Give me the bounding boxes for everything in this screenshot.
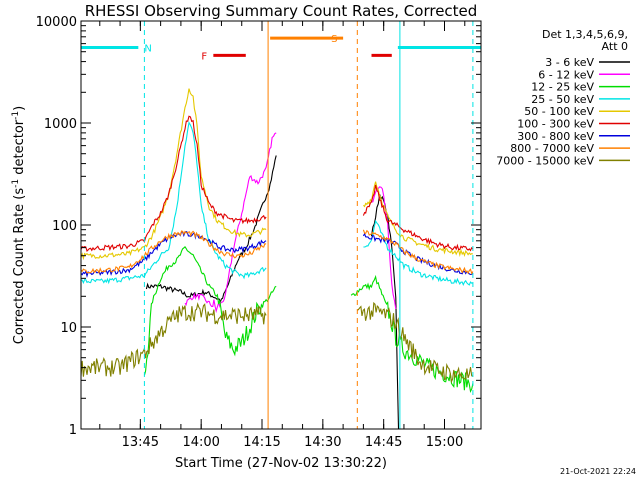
legend-label-7: 800 - 7000 keV <box>510 142 594 155</box>
series-line-1-1 <box>371 186 397 310</box>
legend-label-2: 12 - 25 keV <box>531 81 594 94</box>
series-line-2-1 <box>350 274 474 393</box>
x-tick-label-1: 14:00 <box>182 435 219 450</box>
legend-label-3: 25 - 50 keV <box>531 93 594 106</box>
series-line-6-0 <box>81 230 267 279</box>
legend-label-5: 100 - 300 keV <box>517 118 594 131</box>
x-tick-label-0: 13:45 <box>122 435 159 450</box>
y-tick-label-2: 100 <box>52 219 77 234</box>
flag-label-S: S <box>331 34 337 45</box>
y-tick-label-1: 10 <box>60 321 77 336</box>
x-tick-label-4: 14:45 <box>365 435 402 450</box>
x-tick-label-3: 14:30 <box>304 435 341 450</box>
series-line-3-1 <box>363 219 473 287</box>
flag-label-F: F <box>201 51 207 62</box>
series-6-12-keV <box>184 132 397 314</box>
footer-timestamp: 21-Oct-2021 22:24 <box>560 467 636 476</box>
legend-label-0: 3 - 6 keV <box>545 56 594 69</box>
series-100-300-keV <box>81 115 474 253</box>
series-line-7-1 <box>362 229 474 275</box>
legend-label-6: 300 - 800 keV <box>517 130 594 143</box>
series-line-1-0 <box>184 132 277 314</box>
y-tick-label-4: 10000 <box>36 15 77 30</box>
flag-label-N: N <box>144 43 151 54</box>
series-line-0-0 <box>145 155 277 304</box>
legend-label-1: 6 - 12 keV <box>538 68 594 81</box>
series-line-8-1 <box>356 301 474 384</box>
series-line-3-0 <box>81 121 267 285</box>
series-line-7-0 <box>81 230 267 275</box>
y-tick-label-0: 1 <box>69 423 77 438</box>
chart-title: RHESSI Observing Summary Count Rates, Co… <box>85 2 478 20</box>
series-line-4-1 <box>363 181 474 257</box>
series-line-8-0 <box>81 302 267 377</box>
series-line-5-0 <box>81 115 267 253</box>
series-50-100-keV <box>81 88 474 261</box>
series-7000-15000-keV <box>81 301 474 384</box>
series-line-4-0 <box>81 88 267 261</box>
legend-header-attenuator: Att 0 <box>602 40 628 53</box>
series-800-7000-keV <box>81 229 474 275</box>
y-axis-label: Corrected Count Rate (s-1 detector-1) <box>11 106 27 344</box>
legend-label-8: 7000 - 15000 keV <box>496 154 594 167</box>
y-tick-label-3: 1000 <box>44 117 77 132</box>
x-tick-label-5: 15:00 <box>426 435 463 450</box>
series-line-5-1 <box>362 184 474 252</box>
x-axis-label: Start Time (27-Nov-02 13:30:22) <box>175 456 387 471</box>
legend-header-detectors: Det 1,3,4,5,6,9, <box>542 28 628 41</box>
series-25-50-keV <box>81 121 473 287</box>
x-tick-label-2: 14:15 <box>243 435 280 450</box>
legend-label-4: 50 - 100 keV <box>524 105 594 118</box>
